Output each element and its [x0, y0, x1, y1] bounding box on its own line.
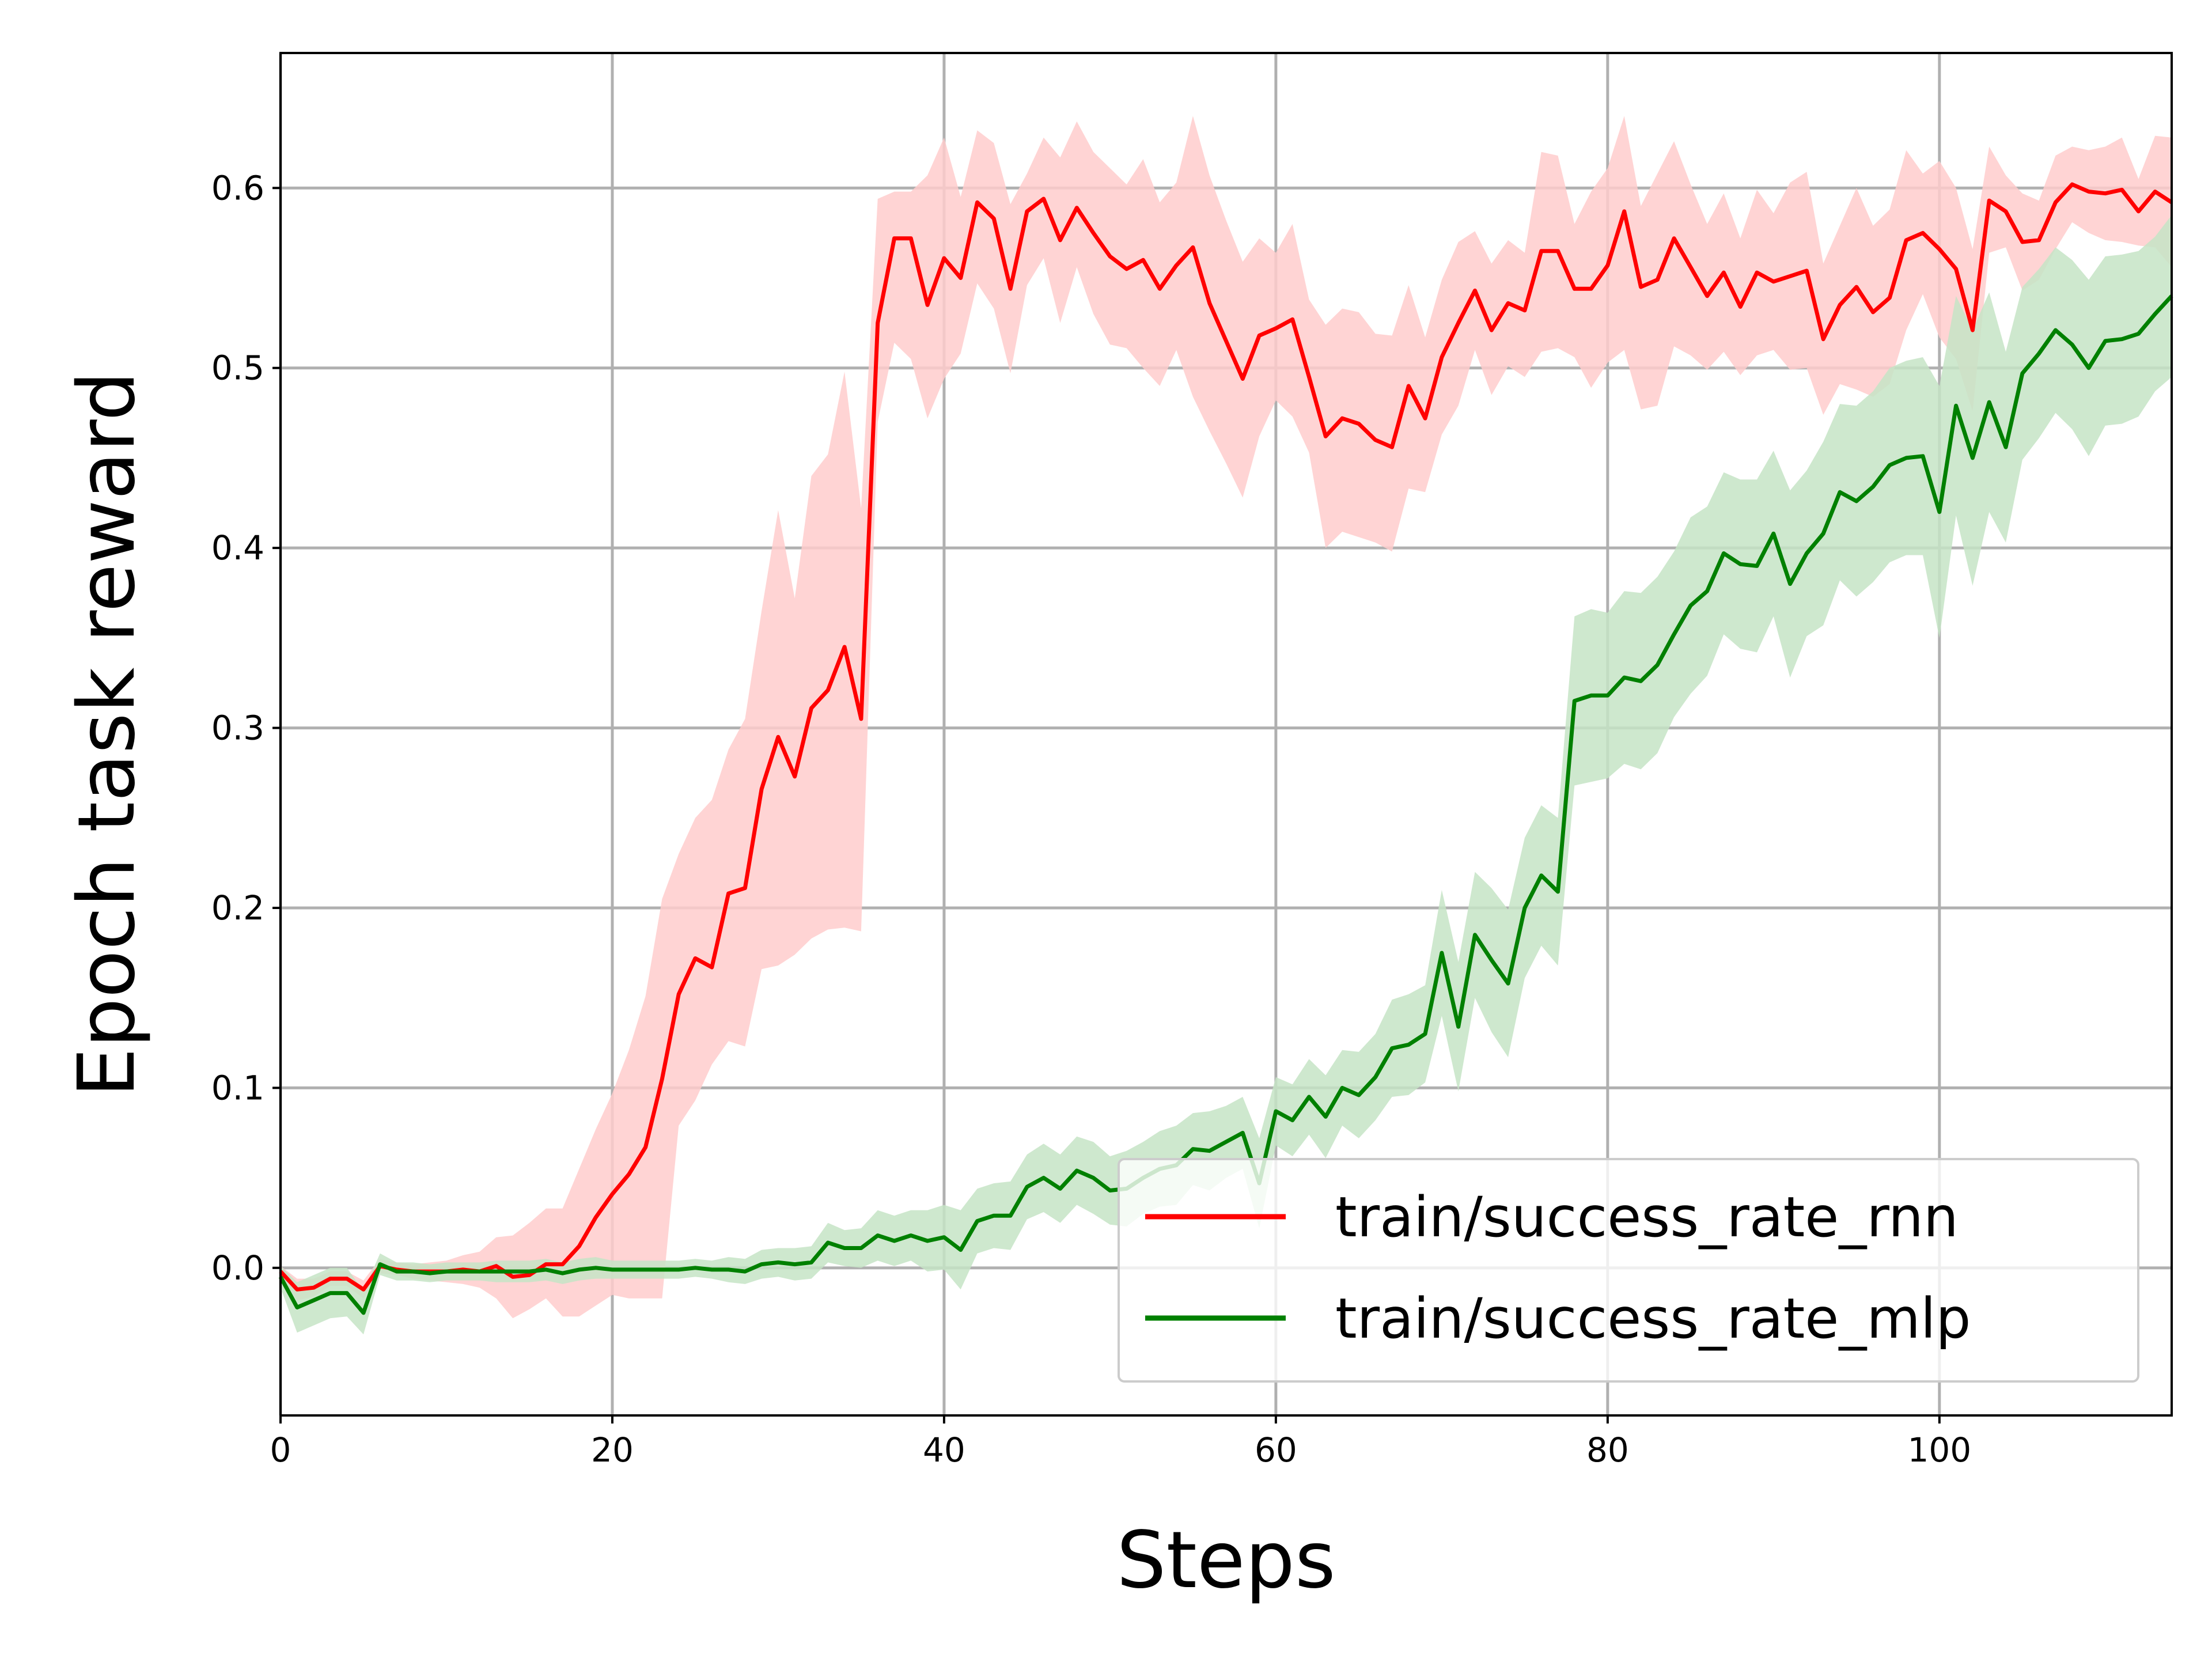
- confidence-bands: [281, 116, 2172, 1335]
- legend-label-rnn: train/success_rate_rnn: [1335, 1185, 1959, 1250]
- y-tick-label: 0.4: [211, 528, 264, 567]
- x-axis-title: Steps: [1116, 1515, 1336, 1606]
- series-line-mlp: [278, 294, 2173, 1315]
- plot-frame: [279, 52, 2173, 1417]
- y-tick-label: 0.3: [211, 709, 264, 748]
- band-mlp: [281, 215, 2172, 1335]
- legend: train/success_rate_rnn train/success_rat…: [1118, 1158, 2139, 1383]
- y-axis-title: Epoch task reward: [62, 371, 153, 1097]
- x-tick-label: 20: [591, 1430, 634, 1470]
- x-tick-label: 40: [923, 1430, 965, 1470]
- y-tick-label: 0.2: [211, 888, 264, 927]
- series-lines: [278, 182, 2173, 1315]
- band-rnn: [281, 116, 2172, 1319]
- x-tick-label: 60: [1255, 1430, 1297, 1470]
- x-tick-label: 0: [270, 1430, 291, 1470]
- legend-box: [1118, 1158, 2139, 1383]
- y-tick-label: 0.6: [211, 168, 264, 207]
- y-tick-label: 0.5: [211, 349, 264, 388]
- x-tick-label: 80: [1586, 1430, 1629, 1470]
- y-tick-label: 0.1: [211, 1068, 264, 1107]
- legend-label-mlp: train/success_rate_mlp: [1335, 1286, 1971, 1351]
- y-tick-label: 0.0: [211, 1248, 264, 1288]
- x-tick-label: 100: [1907, 1430, 1971, 1470]
- series-line-rnn: [279, 182, 2173, 1292]
- axis-ticks: 0 20 40 60 80 100 0.0 0.1 0.2 0.3 0.4 0.5 0.6: [211, 168, 1971, 1470]
